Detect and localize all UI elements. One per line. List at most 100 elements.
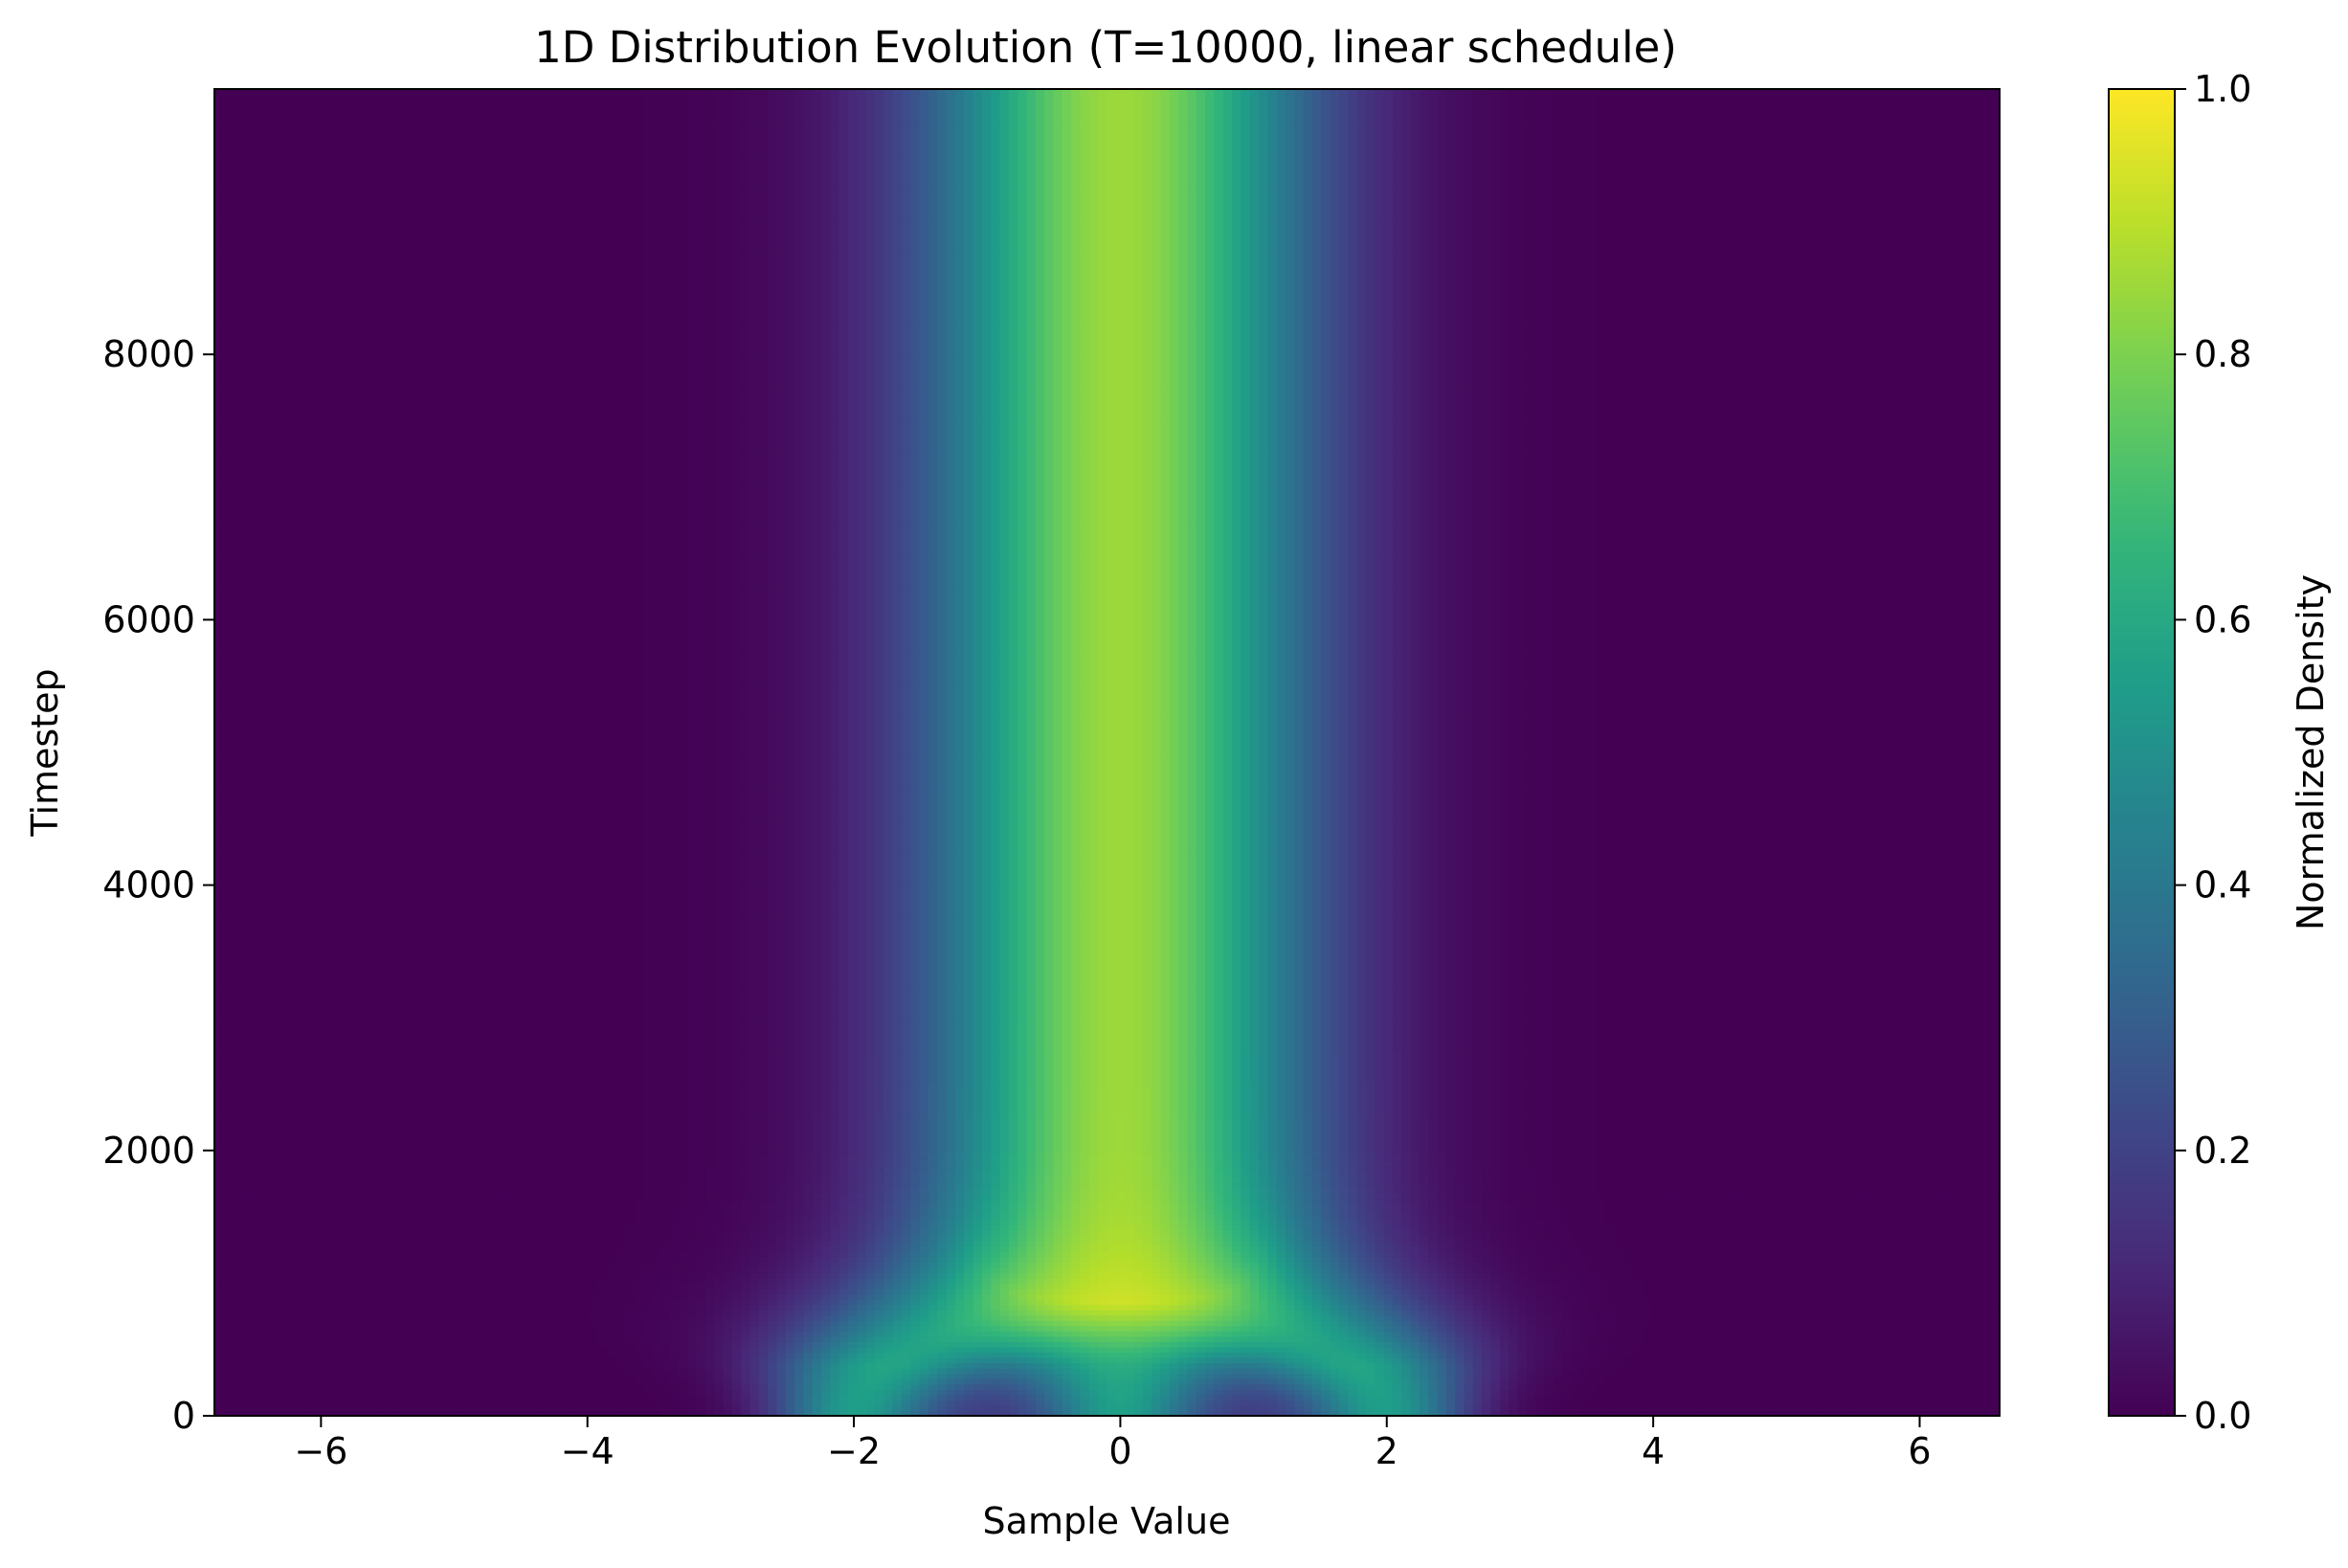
heatmap-cell — [785, 1341, 795, 1348]
heatmap-cell — [1758, 1299, 1769, 1306]
heatmap-cell — [1571, 1357, 1581, 1364]
heatmap-cell — [624, 1335, 635, 1342]
heatmap-cell — [1276, 1299, 1286, 1306]
heatmap-cell — [347, 1341, 358, 1348]
heatmap-cell — [1464, 1325, 1474, 1332]
heatmap-cell — [1311, 1362, 1322, 1369]
heatmap-cell — [749, 1383, 760, 1390]
heatmap-cell — [357, 1362, 368, 1369]
heatmap-cell — [1847, 1314, 1858, 1321]
heatmap-cell — [1589, 1362, 1599, 1369]
heatmap-cell — [1428, 1383, 1439, 1390]
heatmap-cell — [1410, 1331, 1420, 1337]
heatmap-cell — [1125, 1346, 1135, 1354]
heatmap-cell — [1509, 1283, 1519, 1289]
heatmap-cell — [1187, 1357, 1197, 1364]
heatmap-cell — [1428, 1331, 1439, 1337]
heatmap-cell — [1616, 1373, 1625, 1379]
heatmap-cell — [1115, 1373, 1126, 1379]
heatmap-cell — [1740, 1373, 1751, 1379]
heatmap-cell — [1767, 1304, 1778, 1310]
heatmap-cell — [651, 1304, 661, 1310]
heatmap-cell — [428, 1368, 438, 1375]
heatmap-cell — [401, 1288, 412, 1295]
heatmap-cell — [1187, 1410, 1197, 1417]
heatmap-cell — [1794, 1378, 1804, 1385]
heatmap-cell — [1026, 1383, 1037, 1390]
heatmap-cell — [455, 1341, 465, 1348]
heatmap-cell — [545, 1325, 554, 1332]
heatmap-cell — [1044, 1288, 1055, 1295]
heatmap-cell — [437, 1368, 448, 1375]
heatmap-cell — [1687, 1283, 1697, 1289]
heatmap-cell — [1624, 1378, 1635, 1385]
heatmap-cell — [830, 1400, 840, 1406]
heatmap-cell — [785, 1394, 795, 1400]
heatmap-cell — [1973, 1362, 1982, 1369]
heatmap-cell — [1071, 1346, 1082, 1354]
heatmap-cell — [384, 1320, 394, 1327]
heatmap-cell — [1535, 1368, 1546, 1375]
heatmap-cell — [1955, 1335, 1965, 1342]
heatmap-cell — [964, 1400, 974, 1406]
heatmap-cell — [651, 1378, 661, 1385]
heatmap-cell — [1740, 1288, 1751, 1295]
heatmap-cell — [1249, 1389, 1260, 1396]
heatmap-cell — [1973, 1288, 1982, 1295]
heatmap-cell — [1115, 1410, 1126, 1417]
heatmap-cell — [1330, 1362, 1340, 1369]
heatmap-cell — [794, 1314, 805, 1321]
heatmap-cell — [785, 1389, 795, 1396]
heatmap-cell — [1311, 1383, 1322, 1390]
heatmap-cell — [812, 1394, 822, 1400]
heatmap-cell — [1785, 1310, 1796, 1316]
heatmap-cell — [1294, 1368, 1305, 1375]
heatmap-cell — [1088, 1346, 1099, 1354]
heatmap-cell — [660, 1346, 671, 1354]
heatmap-cell — [473, 1368, 483, 1375]
heatmap-cell — [232, 1400, 242, 1406]
heatmap-cell — [374, 1335, 385, 1342]
heatmap-cell — [1017, 1304, 1028, 1310]
heatmap-cell — [821, 1404, 832, 1412]
heatmap-cell — [1249, 1335, 1260, 1342]
heatmap-cell — [1214, 1394, 1224, 1400]
heatmap-cell — [1883, 1357, 1893, 1364]
heatmap-cell — [1517, 1288, 1528, 1295]
heatmap-cell — [240, 1335, 251, 1342]
heatmap-cell — [776, 1283, 787, 1289]
heatmap-cell — [731, 1341, 742, 1348]
heatmap-cell — [357, 1335, 368, 1342]
heatmap-cell — [285, 1357, 296, 1364]
heatmap-cell — [240, 1304, 251, 1310]
heatmap-cell — [1794, 1288, 1804, 1295]
heatmap-cell — [1178, 1310, 1189, 1316]
heatmap-cell — [615, 1352, 626, 1358]
heatmap-cell — [964, 1357, 974, 1364]
heatmap-cell — [1321, 1400, 1331, 1406]
heatmap-cell — [857, 1362, 867, 1369]
heatmap-cell — [1232, 1304, 1241, 1310]
heatmap-cell — [1142, 1299, 1152, 1306]
heatmap-cell — [1660, 1368, 1670, 1375]
heatmap-cell — [1330, 1288, 1340, 1295]
heatmap-cell — [1722, 1357, 1733, 1364]
heatmap-cell — [1571, 1310, 1581, 1316]
heatmap-cell — [1410, 1378, 1420, 1385]
heatmap-cell — [651, 1394, 661, 1400]
heatmap-cell — [250, 1394, 260, 1400]
heatmap-cell — [1348, 1341, 1358, 1348]
heatmap-cell — [1633, 1346, 1644, 1354]
heatmap-cell — [508, 1293, 519, 1300]
heatmap-cell — [1232, 1373, 1241, 1379]
heatmap-cell — [1053, 1283, 1063, 1289]
heatmap-cell — [1259, 1346, 1268, 1354]
heatmap-cell — [1713, 1310, 1724, 1316]
heatmap-cell — [1160, 1283, 1171, 1289]
heatmap-cell — [1589, 1410, 1599, 1417]
heatmap-cell — [1383, 1314, 1394, 1321]
heatmap-cell — [1222, 1346, 1233, 1354]
heatmap-cell — [258, 1357, 269, 1364]
heatmap-cell — [1098, 1331, 1108, 1337]
heatmap-cell — [267, 1325, 278, 1332]
